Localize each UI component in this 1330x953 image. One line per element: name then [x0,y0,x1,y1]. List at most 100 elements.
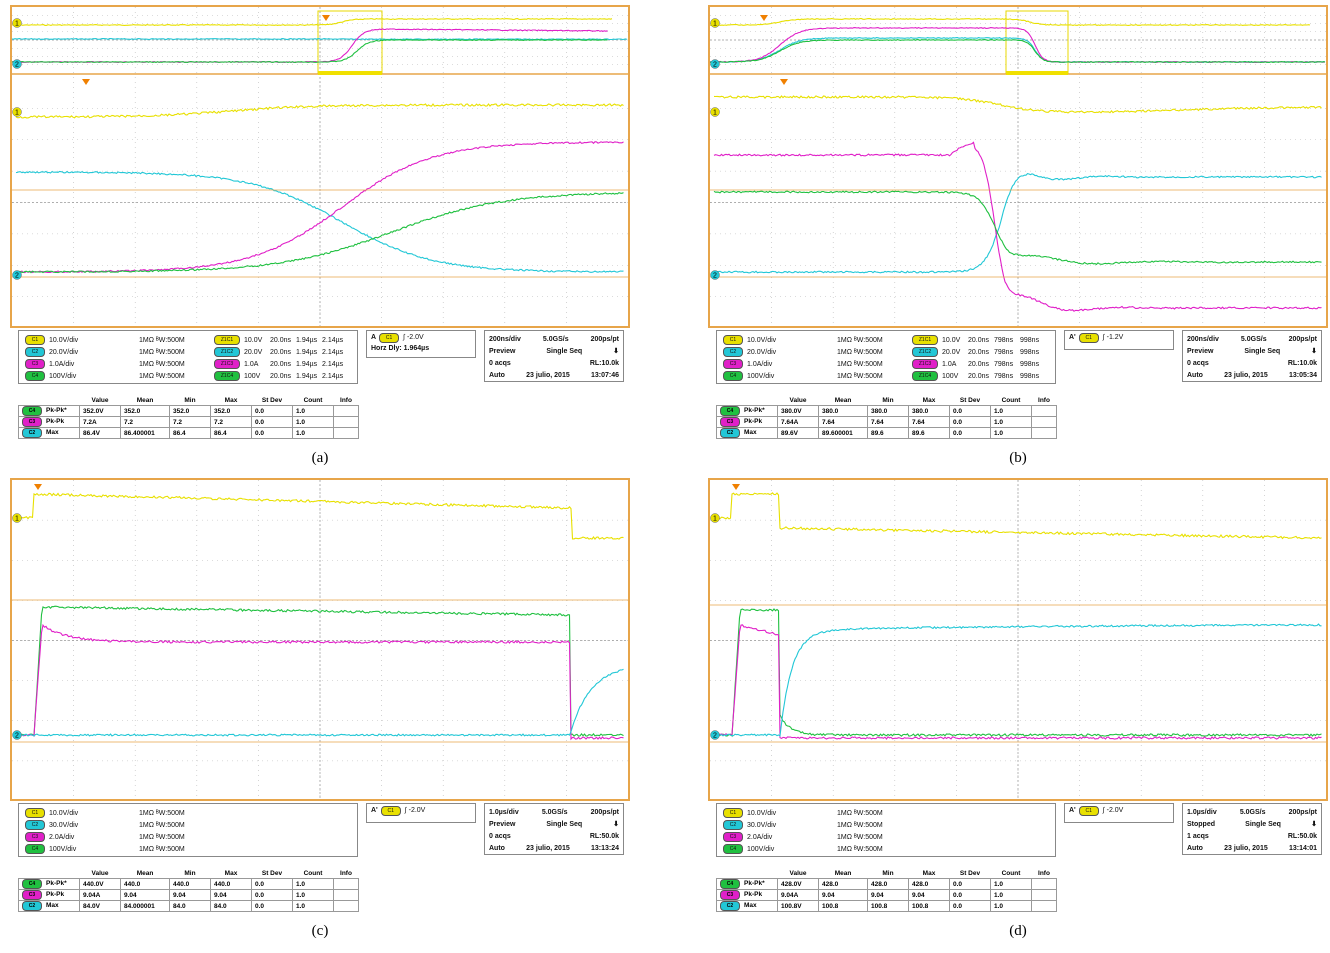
horz-delay-line: Horz Dly: 1.964µs [371,345,471,352]
trigger-mode: A' [1069,334,1076,341]
measurement-cell: 440.0 [169,878,211,890]
measurement-badge: C4 [22,879,42,889]
ch1-trace [15,103,624,119]
acq-line-4: Auto 23 julio, 2015 13:07:46 [489,369,619,381]
measurement-row: C4 Pk-Pk* 352.0V 352.0 352.0 352.0 0.0 1.0 [18,405,359,417]
measurement-header: Max [224,869,238,877]
channel-impedance: 1MΩ ᴮW:500M [837,372,883,380]
measurement-header: St Dev [959,869,981,877]
channel-2-marker: 2 [12,270,22,280]
trigger-source: C1 [1078,333,1099,343]
acq-state: Preview [1187,347,1214,355]
measurement-name: Max [46,429,59,436]
measurement-cell: 89.6V [777,427,819,439]
channel-badge: C2 [723,347,743,357]
measurement-cell: 0.0 [949,427,991,439]
svg-text:1: 1 [713,21,717,28]
channel-badge: C3 [723,359,743,369]
measurement-label: C3 Pk-Pk [716,416,778,428]
channel-badge: C3 [723,832,743,842]
time: 13:14:01 [1288,844,1317,852]
acq-line-1: 1.0µs/div 5.0GS/s 200ps/pt [489,806,619,818]
channel-scale: 10.0V/div [747,336,777,344]
channel-badge: C1 [25,808,45,818]
zoom-bar [318,71,382,75]
timebase: 200ns/div [489,335,521,343]
zoom-end: 2.14µs [322,348,344,356]
channel-impedance: 1MΩ ᴮW:500M [837,809,883,817]
measurement-label: C4 Pk-Pk* [18,405,80,417]
zoom-badge: Z1C1 [214,335,240,345]
channel-badge: C2 [25,347,45,357]
measurement-table: Value Mean Min Max St Dev Count Info C4 Pk-Pk* 42… [716,868,1057,912]
measurement-cell: 428.0 [867,878,909,890]
measurement-cell: 7.2 [120,416,170,428]
measurement-name: Pk-Pk [744,418,763,425]
measurement-cell: 84.0 [169,900,211,912]
channel-row: C3 2.0A/div 1MΩ ᴮW:500M [723,831,912,843]
measurement-header: Min [184,869,196,877]
panel-caption: (d) [1009,923,1027,939]
trigger-level: -2.0V [406,334,424,341]
zoom-start: 798ns [994,372,1014,380]
zoom-end: 2.14µs [322,360,344,368]
zoom-end: 998ns [1020,360,1040,368]
ch1-overview-trace [12,18,613,27]
measurement-cell [1031,405,1057,417]
trigger-line: A' C1 ∫ -2.0V [1069,806,1169,816]
ch4-trace [15,191,624,274]
measurement-header: Max [224,396,238,404]
measurement-badge: C2 [720,901,740,911]
zoom-start: 798ns [994,360,1014,368]
channel-row: C2 20.0V/div 1MΩ ᴮW:500M Z1C2 20.0V 20.0ns 798… [723,346,1039,358]
channel-badge: C2 [25,820,45,830]
channel-row: C4 100V/div 1MΩ ᴮW:500M Z1C4 100V 20.0ns 798ns… [723,370,1039,382]
acq-sequence: Single Seq [546,820,583,828]
acq-count: 0 acqs [1187,359,1209,367]
measurement-cell: 100.8 [818,900,868,912]
measurement-header: Count [303,396,323,404]
measurement-cell: 0.0 [949,405,991,417]
measurement-header: Info [1038,869,1050,877]
measurement-header: Mean [136,396,154,404]
measurement-label: C2 Max [18,427,80,439]
channel-impedance: 1MΩ ᴮW:500M [837,821,883,829]
acq-line-2: Stopped Single Seq ⬇ [1187,818,1317,830]
measurement-badge: C3 [22,417,42,427]
channel-badge: C3 [25,832,45,842]
measurement-row: C2 Max 100.8V 100.8 100.8 100.8 0.0 1.0 [716,900,1057,912]
measurement-cell: 380.0 [867,405,909,417]
measurement-cell: 0.0 [251,889,293,901]
svg-text:1: 1 [713,516,717,523]
svg-text:2: 2 [15,273,19,280]
measurement-cell: 428.0 [908,878,950,890]
measurement-header: St Dev [261,396,283,404]
ch3-trace [15,623,624,741]
measurement-cell: 7.64 [908,416,950,428]
channel-scale: 30.0V/div [49,821,79,829]
trigger-edge-icon: ∫ [1102,807,1107,814]
channel-impedance: 1MΩ ᴮW:500M [139,845,185,853]
channel-2-marker: 2 [12,59,22,69]
zoom-badge: Z1C4 [214,371,240,381]
measurement-header: Mean [136,869,154,877]
zoom-timebase: 20.0ns [270,348,292,356]
trigger-level-marker [780,79,788,85]
trigger-source: C1 [1078,806,1099,816]
measurement-label: C3 Pk-Pk [18,889,80,901]
timebase: 1.0µs/div [489,808,519,816]
measurement-header-row: Value Mean Min Max St Dev Count Info [717,395,1057,406]
measurement-header: Min [882,869,894,877]
svg-text:2: 2 [15,733,19,740]
measurement-badge: C3 [720,890,740,900]
measurement-cell: 0.0 [949,900,991,912]
channel-scale: 20.0V/div [747,348,777,356]
measurement-cell: 380.0 [818,405,868,417]
ch2-trace [713,172,1322,274]
measurement-cell: 1.0 [990,427,1032,439]
trigger-level: -2.0V [1106,807,1124,814]
measurement-cell: 1.0 [292,427,334,439]
zoom-badge: Z1C2 [912,347,938,357]
ch2-trace [15,668,624,737]
channel-1-marker: 1 [710,513,720,523]
